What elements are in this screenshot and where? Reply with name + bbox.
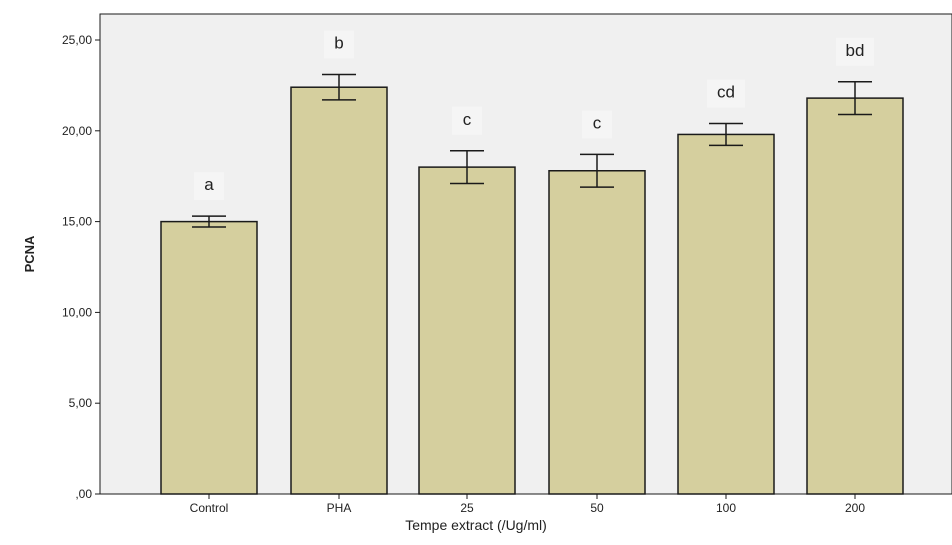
bar [548, 170, 646, 495]
x-axis: Control PHA 25 50 100 200 [190, 494, 865, 515]
significance-letter-box [836, 37, 874, 66]
significance-letter-box [452, 106, 482, 135]
x-tick-label: 200 [845, 501, 865, 515]
y-axis: ,00 5,00 10,00 15,00 20,00 25,00 [62, 33, 100, 501]
x-axis-title: Tempe extract (/Ug/ml) [405, 517, 547, 533]
significance-letter-box [582, 110, 612, 139]
y-axis-title: PCNA [22, 235, 37, 272]
y-tick-label: 5,00 [69, 396, 93, 410]
significance-letter-box [194, 172, 224, 201]
y-tick-label: 15,00 [62, 215, 92, 229]
y-tick-label: ,00 [75, 487, 92, 501]
significance-letter: a [204, 175, 214, 194]
significance-letter-box [324, 30, 354, 59]
bar [160, 220, 258, 495]
bar [290, 86, 388, 495]
y-tick-label: 20,00 [62, 124, 92, 138]
significance-letter: c [463, 110, 472, 129]
significance-letters: a b c c cd bd [194, 30, 874, 201]
significance-letter: c [593, 113, 602, 132]
bar [677, 133, 775, 495]
y-tick-label: 10,00 [62, 305, 92, 319]
bar [806, 97, 904, 495]
y-tick-label: 25,00 [62, 33, 92, 47]
significance-letter: bd [846, 41, 865, 60]
x-tick-label: 100 [716, 501, 736, 515]
x-tick-label: 50 [590, 501, 604, 515]
bar [418, 166, 516, 495]
significance-letter-box [707, 79, 745, 108]
x-tick-label: 25 [460, 501, 474, 515]
significance-letter: cd [717, 83, 735, 102]
x-tick-label: Control [190, 501, 229, 515]
x-tick-label: PHA [327, 501, 352, 515]
significance-letter: b [334, 34, 343, 53]
error-bars [192, 73, 872, 228]
